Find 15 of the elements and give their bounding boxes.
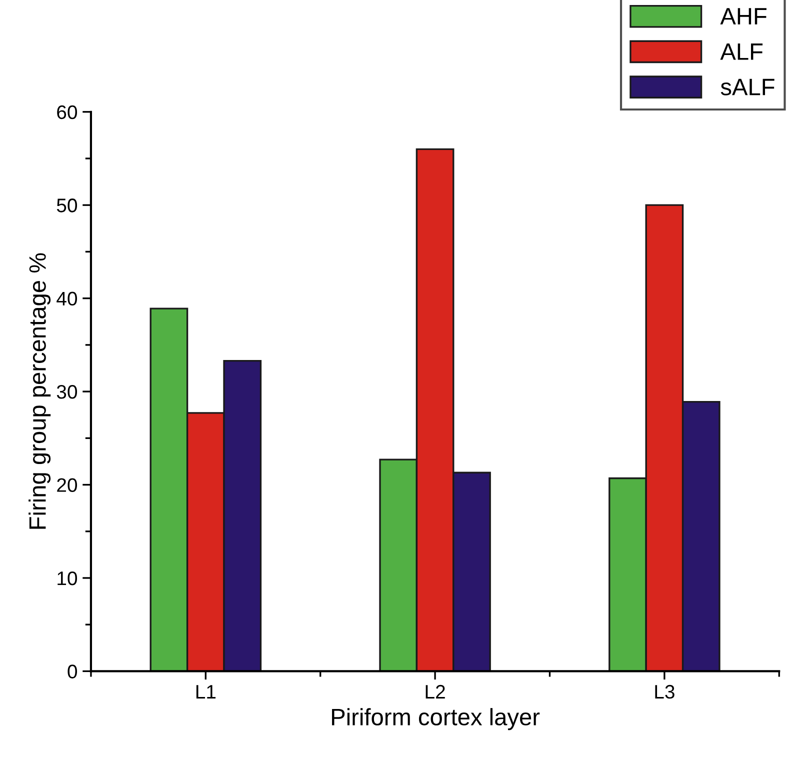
legend-label: sALF [720, 78, 774, 96]
y-tick-label: 0 [68, 664, 78, 678]
y-tick-label: 20 [57, 478, 78, 492]
y-tick-label: 40 [56, 292, 78, 306]
y-tick-label: 10 [58, 571, 78, 586]
x-axis-title: Piriform cortex layer [332, 708, 540, 730]
y-tick-label: 30 [56, 385, 78, 399]
x-tick-label: L3 [655, 684, 674, 699]
legend-label: ALF [720, 44, 763, 60]
x-tick-label: L1 [196, 685, 216, 698]
y-axis-title: Firing group percentage % [28, 253, 51, 529]
y-tick-label: 50 [56, 198, 78, 212]
x-tick-label: L2 [426, 684, 445, 698]
legend-label: AHF [720, 8, 766, 24]
y-tick-label: 60 [57, 105, 78, 120]
